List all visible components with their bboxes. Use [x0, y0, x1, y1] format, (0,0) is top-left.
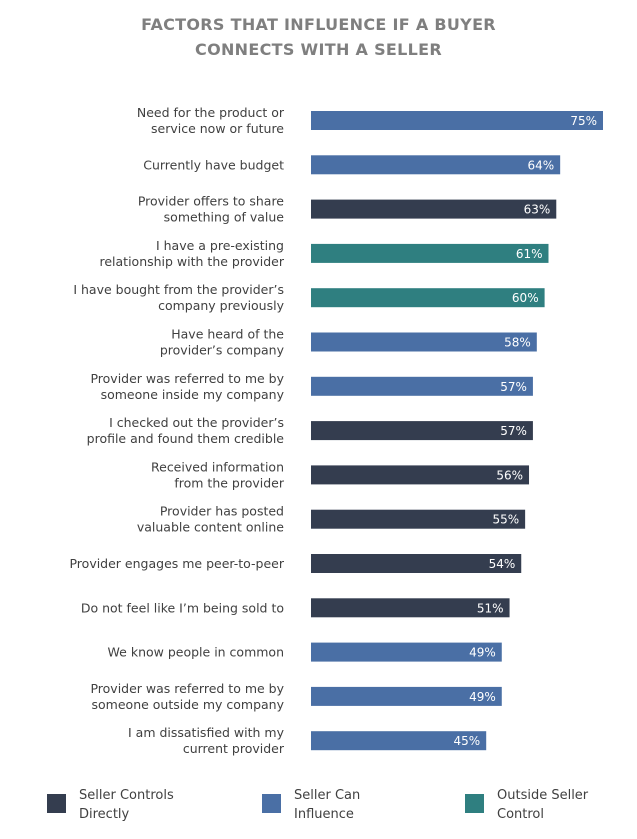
category-label-12: Do not feel like I’m being sold to	[81, 600, 284, 615]
bar-10	[311, 509, 526, 529]
category-label-8: I checked out the provider’s profile and …	[87, 415, 285, 446]
category-label-7: Provider was referred to me by someone in…	[90, 371, 284, 402]
bar-value-label-6: 58%	[504, 336, 531, 350]
bar-value-label-4: 61%	[516, 247, 543, 261]
legend-label-seller-controls-line-1: Seller Controls	[79, 788, 174, 803]
chart-title-line-2: CONNECTS WITH A SELLER	[195, 40, 442, 59]
category-label-4: I have a pre-existing relationship with t…	[99, 238, 284, 269]
bar-11	[311, 554, 522, 573]
bar-value-label-11: 54%	[489, 557, 516, 571]
bar-value-label-12: 51%	[477, 601, 504, 615]
legend-label-seller-can-influence-line-1: Seller Can	[294, 788, 361, 803]
category-label-2: Currently have budget	[143, 157, 284, 172]
bar-9	[311, 465, 530, 485]
legend-item-seller-controls: Seller Controls Directly	[47, 786, 174, 824]
legend-swatch-outside-seller	[465, 794, 484, 813]
bar-2	[311, 155, 561, 175]
bar-value-label-9: 56%	[496, 468, 523, 482]
chart-title-line-1: FACTORS THAT INFLUENCE IF A BUYER	[141, 15, 496, 34]
category-label-15: I am dissatisfied with my current provide…	[128, 725, 285, 756]
bar-5	[311, 288, 545, 308]
bar-13	[311, 642, 502, 662]
category-label-9: Received information from the provider	[151, 459, 285, 490]
bar-value-label-1: 75%	[570, 114, 597, 128]
bar-value-label-15: 45%	[454, 734, 481, 748]
bar-3	[311, 199, 557, 219]
category-label-14: Provider was referred to me by someone ou…	[90, 681, 284, 712]
bar-value-label-3: 63%	[524, 203, 551, 217]
legend-item-seller-can-influence: Seller Can Influence	[262, 786, 360, 824]
bar-1	[311, 111, 603, 130]
legend-label-outside-seller-line-2: Control	[497, 807, 544, 822]
bar-value-label-7: 57%	[500, 380, 527, 394]
bar-value-label-14: 49%	[469, 690, 496, 704]
legend-label-outside-seller-line-1: Outside Seller	[497, 788, 589, 803]
bar-6	[311, 332, 537, 352]
bar-value-label-2: 64%	[528, 158, 555, 172]
bar-8	[311, 421, 533, 441]
category-label-5: I have bought from the provider’s company…	[73, 282, 284, 313]
bar-value-label-8: 57%	[500, 424, 527, 438]
legend-swatch-seller-can-influence	[262, 794, 281, 813]
legend-item-outside-seller: Outside Seller Control	[465, 786, 588, 824]
bar-value-label-13: 49%	[469, 646, 496, 660]
category-label-6: Have heard of the provider’s company	[160, 327, 285, 358]
bar-7	[311, 376, 533, 396]
legend-label-seller-can-influence-line-2: Influence	[294, 807, 354, 822]
bar-12	[311, 598, 510, 618]
bar-value-label-10: 55%	[492, 513, 519, 527]
category-label-3: Provider offers to share something of val…	[138, 194, 284, 225]
chart-title: FACTORS THAT INFLUENCE IF A BUYER CONNEC…	[0, 12, 637, 62]
category-label-10: Provider has posted valuable content onli…	[137, 504, 284, 535]
legend-label-seller-controls-line-2: Directly	[79, 807, 130, 822]
bar-4	[311, 243, 549, 263]
bar-chart: 75% Need for the product or service now or…	[69, 105, 603, 756]
bar-15	[311, 731, 487, 751]
category-label-11: Provider engages me peer-to-peer	[69, 556, 284, 571]
category-label-1: Need for the product or service now or fu…	[137, 105, 285, 136]
legend-swatch-seller-controls	[47, 794, 66, 813]
bar-14	[311, 686, 502, 706]
bar-value-label-5: 60%	[512, 291, 539, 305]
category-label-13: We know people in common	[108, 645, 284, 660]
